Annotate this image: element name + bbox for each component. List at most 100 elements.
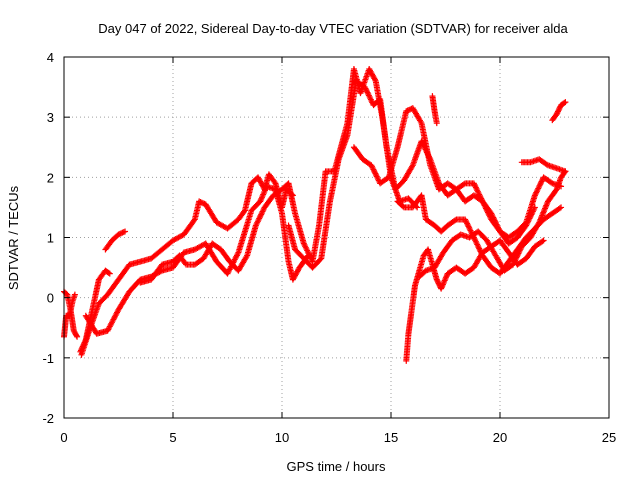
y-tick-label: 3	[47, 110, 54, 125]
data-point	[255, 216, 262, 223]
data-point	[562, 99, 569, 106]
data-point	[514, 251, 521, 258]
y-axis-label: SDTVAR / TECUs	[6, 185, 21, 290]
data-point	[464, 222, 471, 229]
data-point	[403, 108, 410, 115]
data-point	[562, 168, 569, 175]
data-point	[305, 250, 312, 257]
data-point	[466, 224, 473, 231]
data-point	[368, 97, 375, 104]
data-point	[523, 222, 530, 229]
data-point	[200, 200, 207, 207]
data-point	[369, 163, 376, 170]
series-track-2	[61, 288, 81, 340]
series-track-14	[518, 156, 569, 175]
data-point	[306, 251, 313, 258]
axis-ticks: 0 5 10 15 20 25 -2 -1 0 1 2 3 4	[42, 50, 616, 445]
data-point	[304, 248, 311, 255]
x-tick-label: 0	[60, 430, 67, 445]
data-point	[529, 209, 536, 216]
data-point	[306, 253, 313, 260]
data-point	[370, 166, 377, 173]
data-point	[367, 95, 374, 102]
data-point	[368, 162, 375, 169]
data-point	[495, 225, 502, 232]
x-tick-label: 10	[275, 430, 289, 445]
data-point	[531, 192, 538, 199]
data-point	[535, 184, 542, 191]
data-point	[548, 179, 555, 186]
data-point	[470, 180, 477, 187]
data-point	[535, 220, 542, 227]
data-point	[433, 120, 440, 127]
data-point	[460, 181, 467, 188]
data-point	[516, 249, 523, 256]
data-point	[539, 238, 546, 245]
data-point	[537, 179, 544, 186]
data-point	[302, 243, 309, 250]
data-point	[364, 89, 371, 96]
data-point	[540, 237, 547, 244]
data-point	[253, 221, 260, 228]
data-point	[512, 256, 519, 263]
y-tick-label: 2	[47, 170, 54, 185]
data-point	[271, 179, 278, 186]
data-point	[367, 96, 374, 103]
data-point	[543, 161, 550, 168]
data-point	[533, 189, 540, 196]
grid	[64, 57, 609, 418]
data-point	[256, 214, 263, 221]
data-point	[120, 229, 127, 236]
data-point	[475, 190, 482, 197]
data-point	[198, 199, 205, 206]
data-point	[534, 186, 541, 193]
series-track-5	[78, 171, 296, 358]
data-point	[254, 218, 261, 225]
data-point	[523, 221, 530, 228]
data-point	[475, 244, 482, 251]
data-point	[556, 205, 563, 212]
data-point	[257, 212, 264, 219]
data-point	[259, 208, 266, 215]
data-point	[373, 173, 380, 180]
data-point	[527, 212, 534, 219]
data-point	[196, 198, 203, 205]
data-point	[471, 181, 478, 188]
data-point	[254, 219, 261, 226]
data-point	[467, 227, 474, 234]
data-point	[513, 254, 520, 261]
data-point	[536, 182, 543, 189]
data-point	[365, 92, 372, 99]
data-point	[404, 107, 411, 114]
chart-title: Day 047 of 2022, Sidereal Day-to-day VTE…	[98, 21, 568, 36]
data-point	[258, 209, 265, 216]
data-point	[371, 169, 378, 176]
data-point	[362, 85, 369, 92]
series-track-7	[137, 66, 421, 286]
data-point	[525, 216, 532, 223]
data-point	[260, 207, 267, 214]
data-point	[528, 211, 535, 218]
data-point	[122, 228, 129, 235]
data-point	[474, 188, 481, 195]
data-point	[530, 207, 537, 214]
data-point	[71, 291, 78, 298]
data-marks	[61, 66, 569, 364]
data-point	[300, 240, 307, 247]
data-point	[197, 199, 204, 206]
data-point	[472, 184, 479, 191]
data-point	[529, 208, 536, 215]
data-point	[472, 238, 479, 245]
data-point	[375, 176, 382, 183]
data-point	[561, 99, 568, 106]
data-point	[417, 118, 424, 125]
data-point	[462, 217, 469, 224]
data-point	[510, 260, 517, 267]
data-point	[516, 247, 523, 254]
series-track-15	[549, 99, 569, 124]
data-point	[372, 76, 379, 83]
data-point	[489, 213, 496, 220]
data-point	[535, 185, 542, 192]
data-point	[119, 229, 126, 236]
data-point	[115, 231, 122, 238]
